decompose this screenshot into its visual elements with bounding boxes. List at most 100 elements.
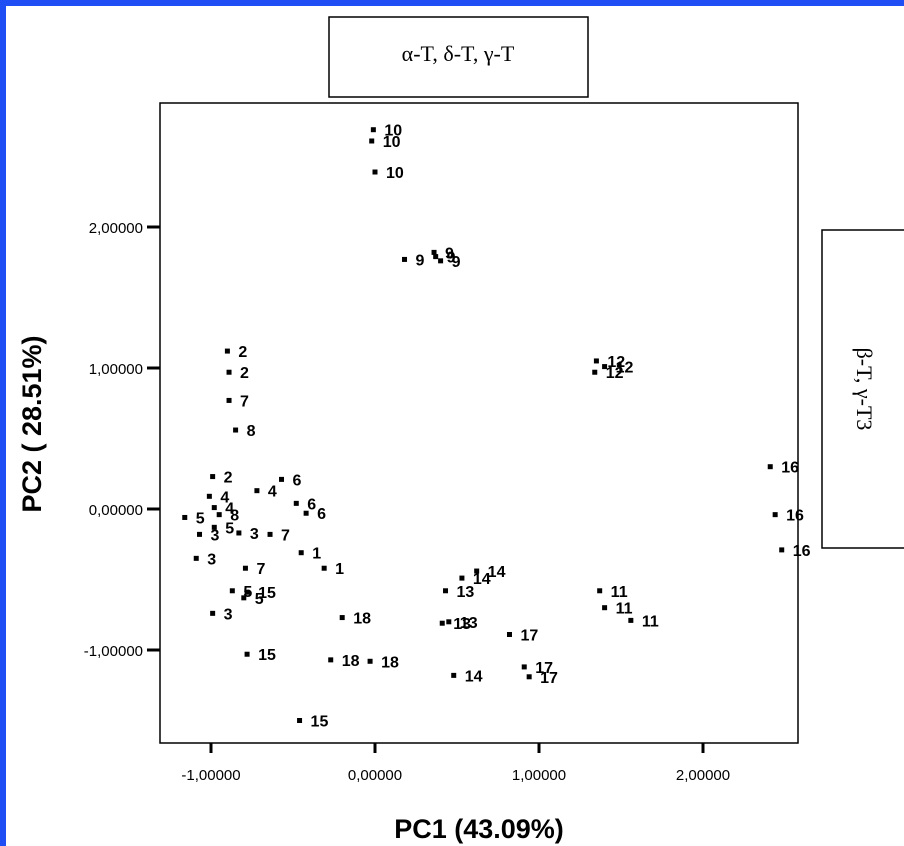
data-point-label: 10 <box>383 134 401 151</box>
data-point <box>474 568 480 574</box>
data-point-label: 18 <box>342 653 360 670</box>
data-point-label: 16 <box>781 460 799 477</box>
data-point-label: 2 <box>224 470 233 487</box>
data-point-label: 8 <box>230 508 239 525</box>
y-tick-label: 1,00000 <box>89 361 143 378</box>
data-point-label: 16 <box>793 543 811 560</box>
data-point <box>226 397 232 403</box>
data-point <box>279 476 285 482</box>
data-point <box>439 620 445 626</box>
data-point-label: 17 <box>520 627 538 644</box>
right-annotation-text: β-T, γ-T3 <box>852 348 877 431</box>
data-point <box>592 369 598 375</box>
data-point-label: 16 <box>786 508 804 525</box>
data-point-label: 8 <box>247 423 256 440</box>
data-point <box>328 657 334 663</box>
top-annotation-text: α-T, δ-T, γ-T <box>402 41 515 66</box>
data-point-label: 13 <box>460 615 478 632</box>
data-point-label: 4 <box>225 501 234 518</box>
data-point-label: 12 <box>607 354 625 371</box>
data-point-label: 7 <box>256 561 265 578</box>
data-point <box>293 500 299 506</box>
data-point-label: 14 <box>473 571 491 588</box>
data-point-label: 11 <box>611 584 628 601</box>
data-point-label: 17 <box>540 670 558 687</box>
y-tick-label: 0,00000 <box>89 502 143 519</box>
data-point-label: 10 <box>384 123 402 140</box>
data-point-label: 3 <box>224 606 233 623</box>
data-point-label: 15 <box>258 585 276 602</box>
data-point <box>224 348 230 354</box>
data-point-label: 10 <box>386 165 404 182</box>
data-point <box>226 369 232 375</box>
data-point <box>321 565 327 571</box>
data-point-label: 1 <box>335 561 344 578</box>
data-point <box>451 672 457 678</box>
data-point-label: 3 <box>211 527 220 544</box>
data-point <box>369 138 375 144</box>
data-point-label: 14 <box>465 668 483 685</box>
data-point-label: 11 <box>616 601 633 618</box>
data-point-label: 6 <box>307 496 316 513</box>
data-point-label: 15 <box>311 714 329 731</box>
data-point <box>193 555 199 561</box>
data-point <box>370 127 376 133</box>
data-point <box>597 588 603 594</box>
right-annotation-box <box>821 229 904 549</box>
data-point <box>267 531 273 537</box>
data-point <box>433 254 439 260</box>
data-point-label: 9 <box>416 252 425 269</box>
data-point <box>431 249 437 255</box>
data-point <box>772 512 778 518</box>
data-point <box>402 256 408 262</box>
data-point-label: 15 <box>258 647 276 664</box>
data-point <box>182 514 188 520</box>
data-point <box>211 505 217 511</box>
data-point <box>593 358 599 364</box>
data-point-label: 17 <box>535 660 553 677</box>
axis-ticks: -1,00000 0,00000 1,00000 2,00000 -1,00000 0,0… <box>84 220 730 784</box>
data-point <box>372 169 378 175</box>
data-point-label: 13 <box>457 584 475 601</box>
data-point <box>216 512 222 518</box>
data-point-label: 9 <box>445 245 454 262</box>
data-point <box>298 550 304 556</box>
top-annotation-box <box>328 16 589 98</box>
data-point <box>779 547 785 553</box>
data-point-label: 18 <box>353 611 371 628</box>
data-point-label: 6 <box>317 506 326 523</box>
data-point <box>521 664 527 670</box>
data-point <box>206 493 212 499</box>
data-point-label: 7 <box>281 527 290 544</box>
data-point <box>254 488 260 494</box>
data-point <box>242 565 248 571</box>
plot-area <box>159 102 799 744</box>
data-point <box>602 605 608 611</box>
data-point <box>211 524 217 530</box>
data-point-label: 4 <box>220 489 229 506</box>
data-point-label: 3 <box>207 551 216 568</box>
data-point-label: 4 <box>268 484 277 501</box>
x-tick-label: 0,00000 <box>348 767 402 784</box>
data-point-label: 7 <box>240 393 249 410</box>
data-point <box>303 510 309 516</box>
data-point-label: 13 <box>453 616 471 633</box>
data-point-label: 1 <box>312 546 321 563</box>
data-point-label: 11 <box>642 613 659 630</box>
data-point-label: 12 <box>606 365 624 382</box>
data-point-label: 18 <box>381 654 399 671</box>
data-point-label: 6 <box>293 472 302 489</box>
x-axis-title: PC1 (43.09%) <box>394 814 564 844</box>
data-point <box>767 464 773 470</box>
data-point-label: 5 <box>196 510 205 527</box>
data-point-label: 5 <box>225 520 234 537</box>
data-point-label: 14 <box>488 564 506 581</box>
y-tick-label: -1,00000 <box>84 643 143 660</box>
data-point <box>210 474 216 480</box>
data-point <box>367 658 373 664</box>
data-point <box>506 631 512 637</box>
data-point <box>236 530 242 536</box>
data-point <box>628 617 634 623</box>
